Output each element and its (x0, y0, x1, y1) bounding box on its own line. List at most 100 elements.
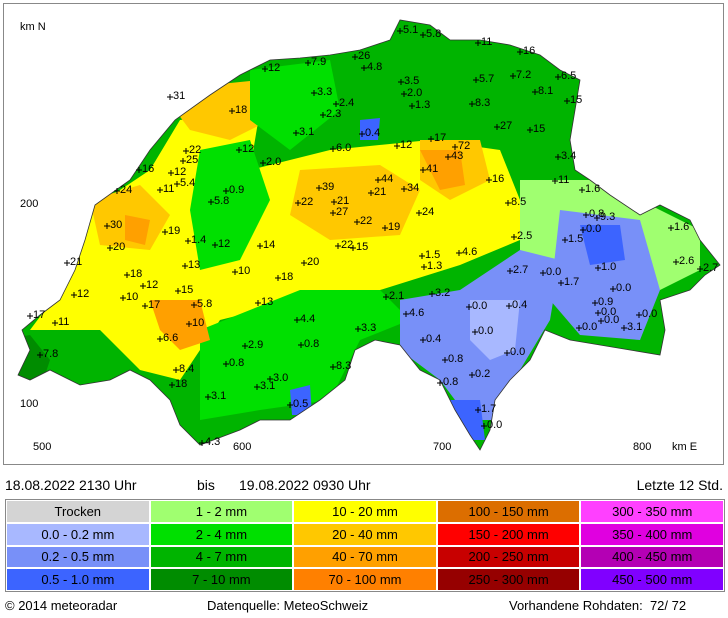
station-value: 22 (360, 215, 372, 227)
station-marker (428, 136, 434, 142)
station-marker (420, 167, 426, 173)
station-value: 27 (500, 120, 512, 132)
station-value: 4.4 (300, 313, 315, 325)
station-marker (223, 361, 229, 367)
axis-label: 200 (20, 198, 38, 210)
station-marker (287, 402, 293, 408)
station-value: 2.7 (513, 264, 528, 276)
station-marker (185, 238, 191, 244)
station-marker (621, 325, 627, 331)
station-value: 2.0 (407, 87, 422, 99)
station-marker (668, 225, 674, 231)
station-marker (352, 54, 358, 60)
station-value: 5.8 (426, 28, 441, 40)
station-marker (267, 376, 273, 382)
station-marker (229, 108, 235, 114)
station-marker (320, 112, 326, 118)
station-value: 0.0 (472, 300, 487, 312)
station-value: 10 (126, 291, 138, 303)
station-marker (354, 219, 360, 225)
station-value: 10 (192, 317, 204, 329)
legend-item: 0.5 - 1.0 mm (6, 568, 150, 591)
station-value: 44 (381, 173, 393, 185)
station-marker (333, 101, 339, 107)
station-marker (466, 304, 472, 310)
station-value: 22 (301, 196, 313, 208)
station-marker (305, 60, 311, 66)
station-value: 0.8 (589, 208, 604, 220)
station-value: 21 (374, 186, 386, 198)
legend-item: 7 - 10 mm (149, 568, 294, 591)
station-value: 0.5 (293, 398, 308, 410)
station-value: 8.3 (475, 97, 490, 109)
station-value: 15 (533, 123, 545, 135)
legend-item: 1 - 2 mm (149, 500, 294, 523)
station-marker (532, 89, 538, 95)
station-value: 3.1 (260, 380, 275, 392)
station-value: 24 (422, 206, 434, 218)
station-value: 26 (358, 50, 370, 62)
axis-label: 700 (433, 441, 451, 453)
station-marker (260, 160, 266, 166)
station-marker (469, 101, 475, 107)
station-value: 8.4 (179, 363, 194, 375)
legend-item: 0.0 - 0.2 mm (6, 522, 150, 546)
station-marker (442, 357, 448, 363)
station-value: 0.0 (546, 266, 561, 278)
period-window: Letzte 12 Std. (636, 477, 723, 493)
station-value: 30 (110, 219, 122, 231)
station-marker (294, 317, 300, 323)
station-marker (527, 127, 533, 133)
station-value: 22 (341, 239, 353, 251)
station-marker (505, 200, 511, 206)
station-marker (576, 325, 582, 331)
station-marker (368, 190, 374, 196)
station-marker (162, 229, 168, 235)
station-marker (558, 280, 564, 286)
station-value: 6.0 (336, 142, 351, 154)
station-marker (27, 313, 33, 319)
station-value: 18 (281, 271, 293, 283)
legend-item: 400 - 450 mm (580, 545, 724, 569)
station-marker (398, 79, 404, 85)
legend: Trocken 0.0 - 0.2 mm 0.2 - 0.5 mm 0.5 - 1.0… (5, 499, 725, 592)
station-value: 20 (307, 256, 319, 268)
station-value: 16 (492, 173, 504, 185)
period-to: 19.08.2022 0930 Uhr (239, 477, 371, 493)
legend-item: 4 - 7 mm (149, 545, 294, 569)
station-marker (409, 103, 415, 109)
station-value: 0.0 (487, 419, 502, 431)
station-marker (191, 302, 197, 308)
period: 18.08.2022 2130 Uhr bis 19.08.2022 0930 … (5, 477, 723, 497)
station-value: 0.0 (582, 321, 597, 333)
station-marker (114, 188, 120, 194)
station-value: 18 (175, 378, 187, 390)
station-value: 5.8 (197, 298, 212, 310)
station-marker (199, 440, 205, 446)
station-marker (540, 270, 546, 276)
station-marker (140, 283, 146, 289)
station-marker (506, 303, 512, 309)
station-value: 2.7 (703, 262, 718, 274)
legend-item: 2 - 4 mm (149, 522, 294, 546)
station-marker (107, 245, 113, 251)
station-marker (580, 227, 586, 233)
station-value: 5.8 (214, 195, 229, 207)
station-marker (124, 272, 130, 278)
axis-label: km E (672, 441, 697, 453)
station-value: 22 (189, 144, 201, 156)
station-marker (175, 288, 181, 294)
station-marker (610, 286, 616, 292)
station-marker (452, 144, 458, 150)
station-marker (350, 245, 356, 251)
station-marker (421, 264, 427, 270)
station-value: 1.3 (427, 260, 442, 272)
station-marker (182, 263, 188, 269)
station-marker (205, 394, 211, 400)
station-marker (173, 367, 179, 373)
station-value: 2.6 (679, 255, 694, 267)
station-marker (361, 65, 367, 71)
station-value: 3.3 (317, 86, 332, 98)
station-value: 11 (481, 36, 492, 48)
